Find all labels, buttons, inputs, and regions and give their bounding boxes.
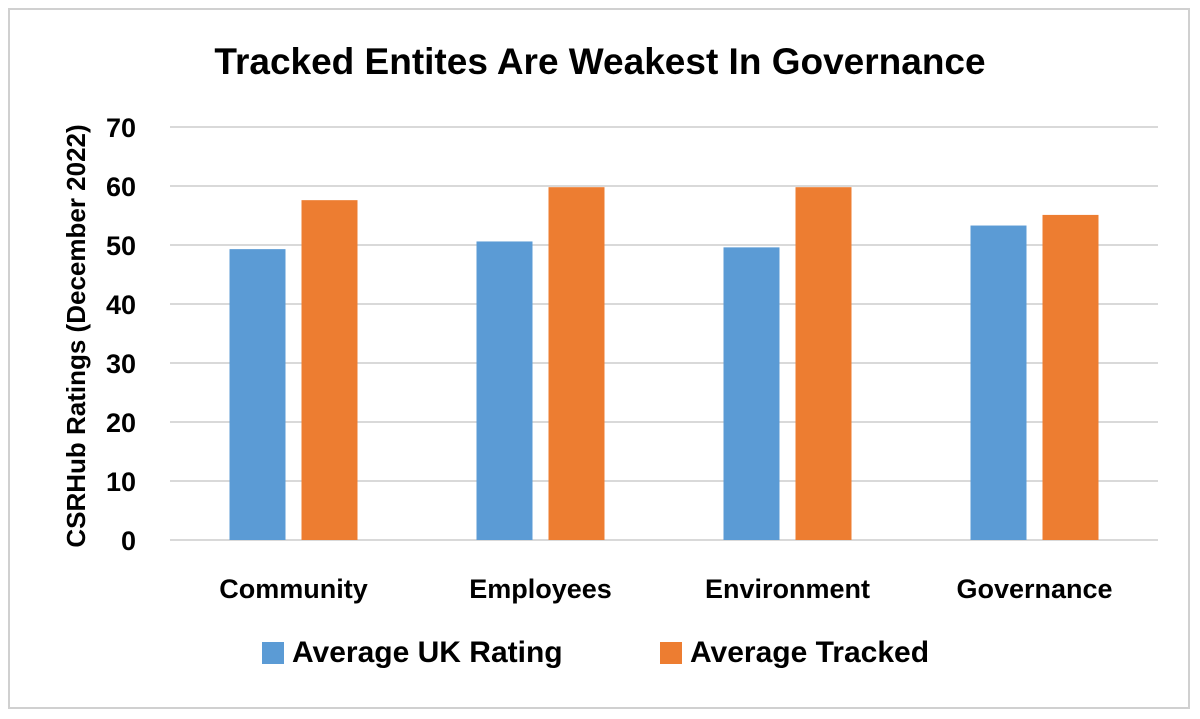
y-tick-label: 70 [106,113,136,143]
legend-swatch [660,642,682,664]
y-tick-label: 50 [106,231,136,261]
legend-swatch [262,642,284,664]
legend-label: Average Tracked [690,636,929,669]
y-tick-label: 20 [106,408,136,438]
bar-environment-average-uk-rating [723,247,780,541]
bar-employees-average-tracked [548,187,605,540]
bar-community-average-tracked [301,200,358,540]
y-tick-label: 40 [106,290,136,320]
y-tick-label: 0 [121,526,136,556]
bar-governance-average-uk-rating [970,225,1027,540]
bar-employees-average-uk-rating [476,241,533,540]
chart-title: Tracked Entites Are Weakest In Governanc… [214,41,985,82]
y-tick-label: 60 [106,172,136,202]
y-axis-ticks: 0 10 20 30 40 50 60 70 [106,113,136,556]
x-category-label: Community [219,574,368,604]
y-axis-label: CSRHub Ratings (December 2022) [61,124,91,547]
x-axis-categories: Community Employees Environment Governance [219,574,1112,604]
bars [229,187,1099,541]
bar-governance-average-tracked [1042,214,1099,540]
bar-environment-average-tracked [795,187,852,540]
x-category-label: Governance [956,574,1112,604]
y-tick-label: 30 [106,349,136,379]
x-category-label: Employees [469,574,612,604]
x-category-label: Environment [705,574,870,604]
y-tick-label: 10 [106,467,136,497]
legend: Average UK Rating Average Tracked [262,636,929,669]
legend-label: Average UK Rating [292,636,563,669]
bar-community-average-uk-rating [229,249,286,540]
